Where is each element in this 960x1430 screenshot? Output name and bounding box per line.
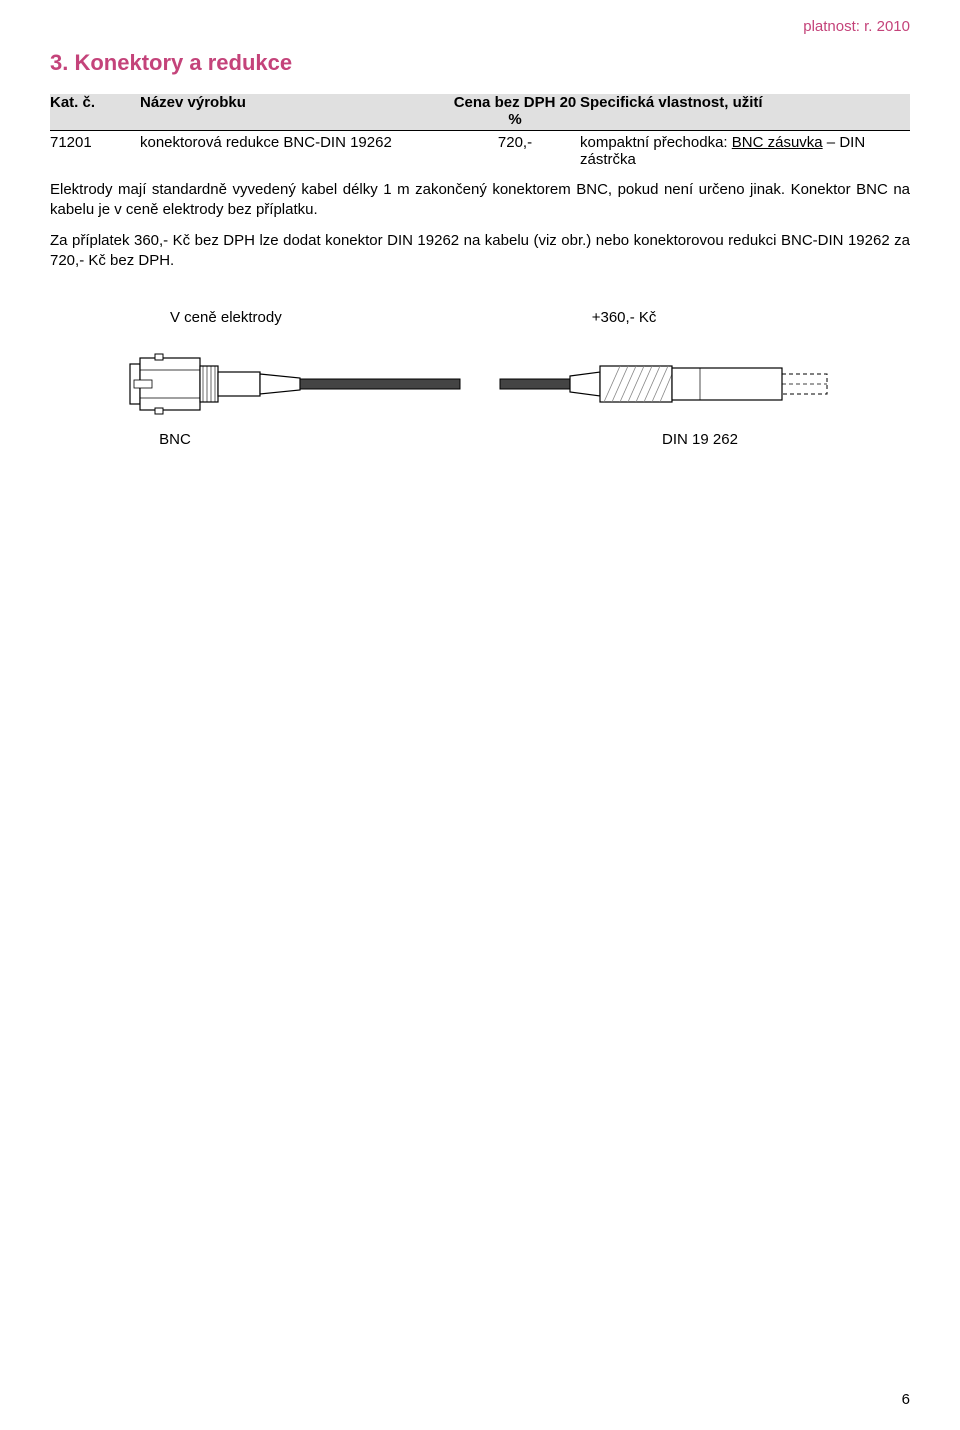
diagram-container: V ceně elektrody +360,- Kč: [50, 309, 910, 456]
spec-underlined: BNC zásuvka: [732, 134, 823, 151]
th-price: Cena bez DPH 20 %: [450, 94, 580, 128]
diagram-top-labels: V ceně elektrody +360,- Kč: [50, 309, 910, 326]
din-connector-icon: [500, 366, 827, 402]
td-price: 720,-: [450, 134, 580, 168]
td-name: konektorová redukce BNC-DIN 19262: [140, 134, 450, 168]
table-header-row: Kat. č. Název výrobku Cena bez DPH 20 % …: [50, 94, 910, 131]
th-spec: Specifická vlastnost, užití: [580, 94, 910, 128]
td-code: 71201: [50, 134, 140, 168]
connector-diagram: BNC DIN 19 262: [100, 336, 860, 456]
din-label: DIN 19 262: [662, 431, 738, 448]
th-name: Název výrobku: [140, 94, 450, 128]
validity-text: platnost: r. 2010: [803, 18, 910, 35]
section-title: 3. Konektory a redukce: [50, 50, 910, 76]
diagram-label-right: +360,- Kč: [592, 309, 657, 326]
bnc-label: BNC: [159, 431, 191, 448]
bnc-connector-icon: [130, 354, 460, 414]
th-code: Kat. č.: [50, 94, 140, 128]
page-number: 6: [902, 1391, 910, 1408]
paragraph-1: Elektrody mají standardně vyvedený kabel…: [50, 180, 910, 221]
spec-prefix: kompaktní přechodka:: [580, 134, 732, 151]
diagram-label-left: V ceně elektrody: [170, 309, 282, 326]
paragraph-2: Za příplatek 360,- Kč bez DPH lze dodat …: [50, 231, 910, 272]
td-spec: kompaktní přechodka: BNC zásuvka – DIN z…: [580, 134, 910, 168]
table-row: 71201 konektorová redukce BNC-DIN 19262 …: [50, 131, 910, 174]
